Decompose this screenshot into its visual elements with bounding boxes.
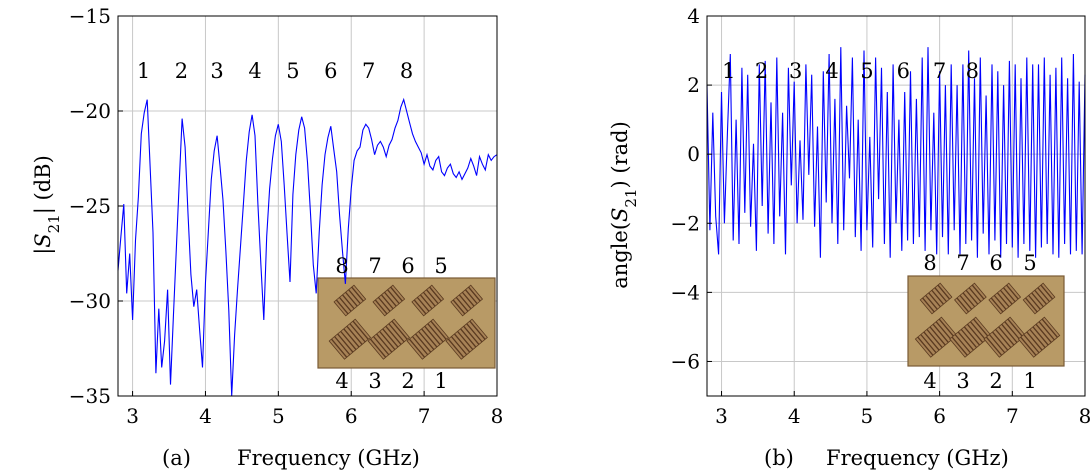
resonance-label: 4 xyxy=(248,59,261,83)
panel-b-y-ticks: −6 −4 −2 0 2 4 xyxy=(671,4,712,373)
inset-bottom-label: 2 xyxy=(401,369,414,393)
resonator-patch-icon xyxy=(328,318,372,360)
inset-bottom-label: 2 xyxy=(989,369,1002,393)
inset-bottom-label: 3 xyxy=(368,369,381,393)
y-tick-label: −4 xyxy=(671,280,700,304)
panel-b-series-line xyxy=(706,47,1086,258)
inset-bottom-label: 1 xyxy=(434,369,447,393)
x-tick-label: 7 xyxy=(418,404,431,428)
resonance-label: 8 xyxy=(400,59,413,83)
resonator-patch-icon xyxy=(372,284,406,317)
panel-b-x-axis-label: Frequency (GHz) xyxy=(826,446,1009,470)
x-tick-label: 7 xyxy=(1006,404,1019,428)
y-tick-label: −30 xyxy=(69,289,111,313)
panel-a-caption-label: (a) xyxy=(162,446,191,470)
resonator-patch-icon xyxy=(450,284,484,317)
y-tick-label: −2 xyxy=(671,211,700,235)
x-tick-label: 5 xyxy=(861,404,874,428)
inset-bottom-label: 3 xyxy=(956,369,969,393)
resonance-label: 1 xyxy=(137,59,150,83)
resonance-label: 4 xyxy=(825,59,838,83)
resonance-label: 2 xyxy=(175,59,188,83)
resonator-patch-icon xyxy=(949,316,992,358)
panel-b-x-ticks: 3 4 5 6 7 8 xyxy=(715,391,1091,428)
inset-top-label: 7 xyxy=(368,254,381,278)
y-tick-label: −20 xyxy=(69,99,111,123)
x-tick-label: 3 xyxy=(126,404,139,428)
resonator-patch-icon xyxy=(1022,282,1056,315)
inset-bottom-label: 1 xyxy=(1023,369,1036,393)
y-tick-label: 2 xyxy=(687,73,700,97)
panel-a-inset-labels: 8 7 6 5 4 3 2 1 xyxy=(335,254,447,393)
inset-top-label: 5 xyxy=(434,254,447,278)
resonance-label: 8 xyxy=(966,59,979,83)
resonance-label: 7 xyxy=(362,59,375,83)
x-tick-label: 6 xyxy=(933,404,946,428)
resonator-patch-icon xyxy=(919,282,953,315)
x-tick-label: 4 xyxy=(788,404,801,428)
panel-b-y-axis-label: angle(S21) (rad) xyxy=(608,121,640,289)
inset-top-label: 6 xyxy=(401,254,414,278)
resonance-label: 5 xyxy=(860,59,873,83)
resonance-label: 6 xyxy=(897,59,910,83)
resonance-label: 3 xyxy=(789,59,802,83)
panel-a-y-ticks: −35 −30 −25 −20 −15 xyxy=(69,4,123,408)
x-tick-label: 5 xyxy=(272,404,285,428)
resonance-label: 6 xyxy=(324,59,337,83)
panel-b-inset-labels: 8 7 6 5 4 3 2 1 xyxy=(923,251,1036,393)
resonator-patch-icon xyxy=(1017,316,1061,358)
inset-top-label: 8 xyxy=(923,251,936,275)
resonator-patch-icon xyxy=(914,316,958,358)
x-tick-label: 8 xyxy=(491,404,504,428)
resonator-patch-icon xyxy=(411,284,445,317)
panel-a-y-axis-label: |S21| (dB) xyxy=(31,155,63,255)
inset-bottom-label: 4 xyxy=(923,369,936,393)
y-tick-label: −35 xyxy=(69,384,111,408)
inset-top-label: 5 xyxy=(1023,251,1036,275)
board-edge xyxy=(317,277,496,369)
panel-a-x-axis-label: Frequency (GHz) xyxy=(237,446,420,470)
inset-top-label: 8 xyxy=(335,254,348,278)
y-tick-label: 0 xyxy=(687,142,700,166)
resonance-label: 7 xyxy=(933,59,946,83)
resonance-label: 2 xyxy=(755,59,768,83)
resonance-label: 5 xyxy=(286,59,299,83)
resonator-patch-icon xyxy=(406,318,449,360)
x-tick-label: 3 xyxy=(715,404,728,428)
resonator-patch-icon xyxy=(988,282,1022,315)
inset-bottom-label: 4 xyxy=(335,369,348,393)
panel-b-inset-photo xyxy=(907,275,1065,367)
panel-b-caption-label: (b) xyxy=(764,446,794,470)
x-tick-label: 6 xyxy=(345,404,358,428)
panel-a-inset-photo xyxy=(317,277,496,369)
x-tick-label: 8 xyxy=(1079,404,1091,428)
resonator-patch-icon xyxy=(367,318,411,360)
panel-a-x-ticks: 3 4 5 6 7 8 xyxy=(126,391,503,428)
resonator-patch-icon xyxy=(445,318,488,360)
x-tick-label: 4 xyxy=(199,404,212,428)
resonance-label: 3 xyxy=(210,59,223,83)
y-tick-label: −6 xyxy=(671,349,700,373)
inset-top-label: 7 xyxy=(956,251,969,275)
panel-b-plot-frame xyxy=(706,15,1086,397)
resonator-patch-icon xyxy=(333,284,367,317)
resonator-patch-icon xyxy=(983,316,1026,358)
y-tick-label: 4 xyxy=(687,4,700,28)
panel-a-series-line xyxy=(117,97,498,397)
y-tick-label: −25 xyxy=(69,194,111,218)
board-edge xyxy=(907,275,1065,367)
y-tick-label: −15 xyxy=(69,4,111,28)
resonator-patch-icon xyxy=(954,282,987,315)
inset-top-label: 6 xyxy=(989,251,1002,275)
resonance-label: 1 xyxy=(722,59,735,83)
